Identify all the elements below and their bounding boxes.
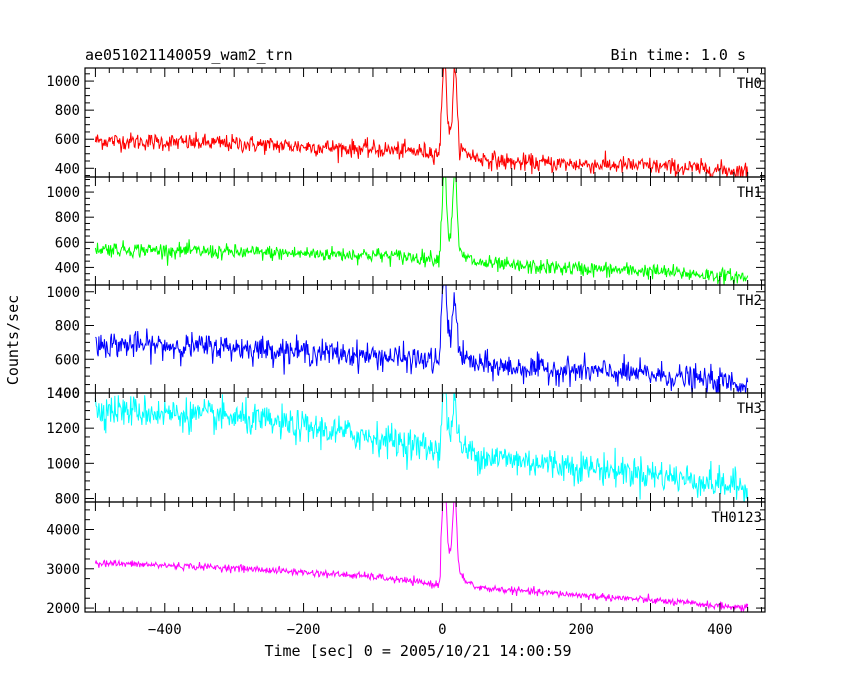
panel-label-th2: TH2 bbox=[737, 293, 762, 309]
y-tick-label: 800 bbox=[55, 103, 80, 119]
y-axis-label: Counts/sec bbox=[4, 295, 22, 385]
y-tick-label: 1200 bbox=[46, 421, 80, 437]
panel-frame bbox=[84, 501, 766, 613]
panel-th0123: 2000 3000 4000 TH0123 −400 −200 0 200 400 bbox=[46, 501, 766, 638]
x-axis-label: Time [sec] 0 = 2005/10/21 14:00:59 bbox=[264, 642, 571, 660]
y-tick-label: 800 bbox=[55, 491, 80, 507]
y-tick-label: 2000 bbox=[46, 601, 80, 617]
y-tick-label: 800 bbox=[55, 319, 80, 335]
y-tick-label: 600 bbox=[55, 132, 80, 148]
x-tick-label: 200 bbox=[568, 622, 593, 638]
x-tick-label: −200 bbox=[287, 622, 321, 638]
y-tick-label: 3000 bbox=[46, 562, 80, 578]
panel-th3: 800 1000 1200 1400 TH3 bbox=[46, 386, 766, 507]
series-line-th0123 bbox=[94, 502, 749, 612]
panel-frame bbox=[84, 67, 766, 178]
y-tick-label: 400 bbox=[55, 161, 80, 177]
panel-label-th0123: TH0123 bbox=[711, 510, 762, 526]
y-tick-label: 800 bbox=[55, 210, 80, 226]
x-tick-label: 0 bbox=[438, 622, 446, 638]
series-line-th3 bbox=[94, 393, 749, 502]
y-tick-label: 600 bbox=[55, 352, 80, 368]
panels-group: 400 600 800 1000 TH0 400 600 800 1000 TH1 400 600 80… bbox=[46, 67, 766, 638]
panel-frame bbox=[84, 176, 766, 286]
y-tick-label: 400 bbox=[55, 260, 80, 276]
y-tick-label: 1000 bbox=[46, 456, 80, 472]
y-tick-label: 400 bbox=[55, 386, 80, 402]
chart-title: ae051021140059_wam2_trn bbox=[85, 46, 293, 64]
y-tick-label: 1000 bbox=[46, 185, 80, 201]
series-line-th1 bbox=[94, 177, 749, 285]
y-tick-label: 1000 bbox=[46, 285, 80, 301]
series-line-th0 bbox=[94, 68, 749, 177]
panel-th0: 400 600 800 1000 TH0 bbox=[46, 67, 766, 178]
series-line-th2 bbox=[95, 285, 749, 393]
x-tick-label: −400 bbox=[148, 622, 182, 638]
bin-time-label: Bin time: 1.0 s bbox=[611, 46, 746, 64]
panel-label-th1: TH1 bbox=[737, 185, 762, 201]
y-tick-label: 1000 bbox=[46, 74, 80, 90]
x-tick-label: 400 bbox=[707, 622, 732, 638]
panel-th2: 400 600 800 1000 TH2 bbox=[46, 284, 766, 402]
y-tick-label: 600 bbox=[55, 235, 80, 251]
y-tick-label: 1400 bbox=[46, 386, 80, 402]
panel-th1: 400 600 800 1000 TH1 bbox=[46, 176, 766, 286]
y-tick-label: 4000 bbox=[46, 523, 80, 539]
panel-label-th0: TH0 bbox=[737, 76, 762, 92]
panel-label-th3: TH3 bbox=[737, 401, 762, 417]
